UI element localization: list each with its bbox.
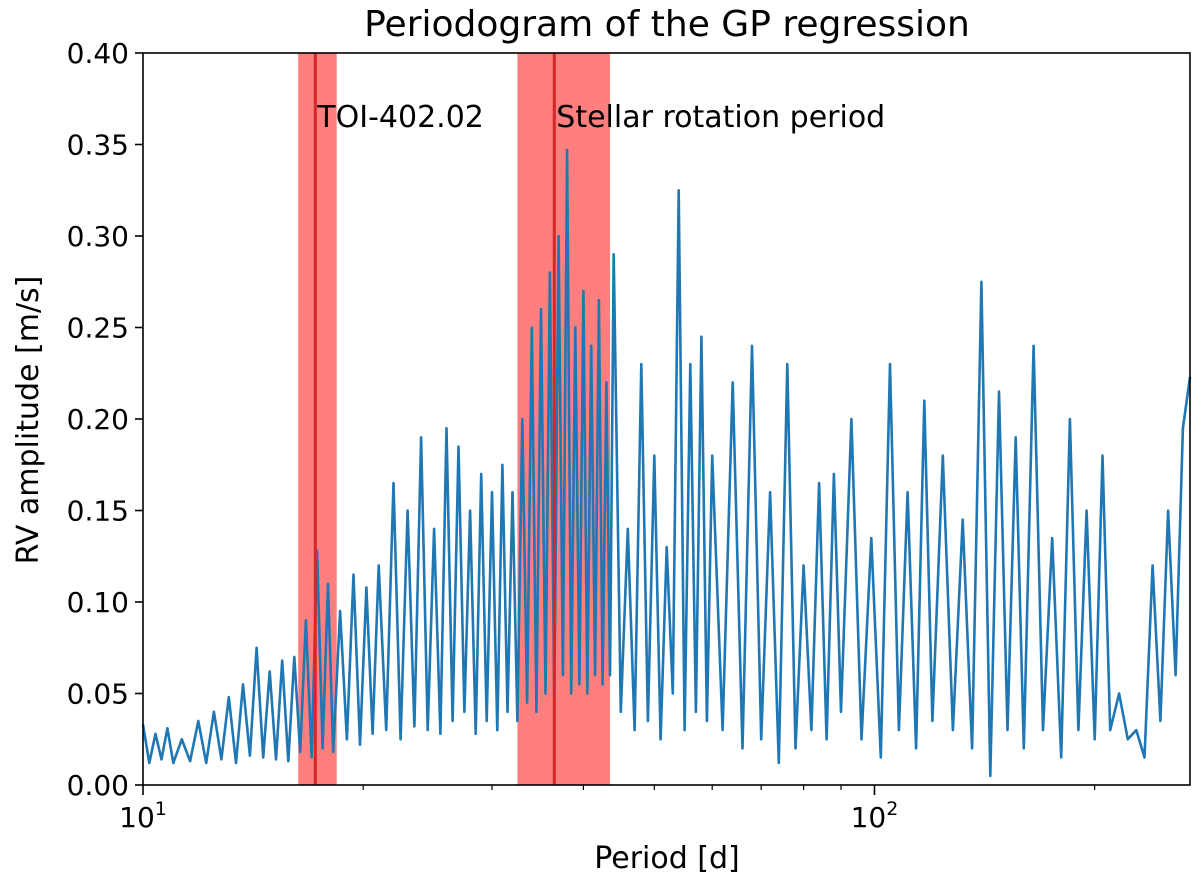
x-tick-label: 102 [851, 798, 899, 834]
y-tick-label: 0.40 [67, 37, 129, 70]
x-axis-ticks: 101 102 [119, 785, 1096, 834]
y-axis-ticks: 0.00 0.05 0.10 0.15 0.20 0.25 0.30 0.35 0.40 [67, 37, 143, 802]
y-tick-label: 0.20 [67, 403, 129, 436]
y-tick-label: 0.25 [67, 312, 129, 345]
y-axis-label: RV amplitude [m/s] [11, 276, 46, 565]
x-axis-label: Period [d] [594, 841, 740, 876]
y-tick-label: 0.30 [67, 220, 129, 253]
y-tick-label: 0.15 [67, 495, 129, 528]
y-tick-label: 0.35 [67, 129, 129, 162]
annotation-1: Stellar rotation period [556, 100, 885, 135]
annotation-0: TOI-402.02 [316, 100, 484, 135]
y-tick-label: 0.05 [67, 678, 129, 711]
y-tick-label: 0.10 [67, 586, 129, 619]
annotations: TOI-402.02 Stellar rotation period [316, 100, 885, 135]
period-marker-lines [313, 53, 556, 785]
chart-title: Periodogram of the GP regression [364, 4, 970, 45]
x-tick-label: 101 [119, 798, 167, 834]
y-tick-label: 0.00 [67, 769, 129, 802]
